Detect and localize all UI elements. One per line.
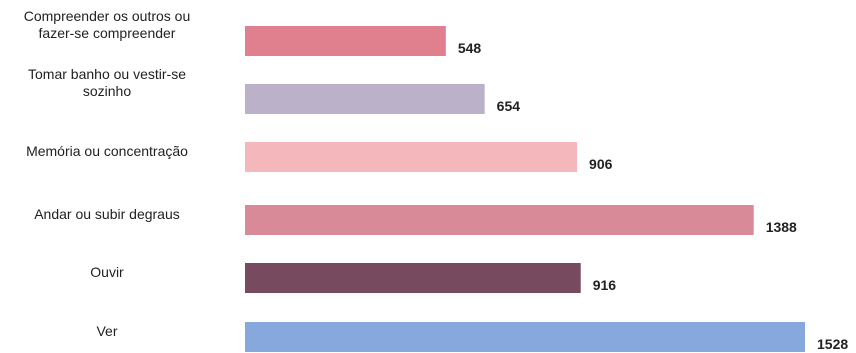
- category-label-line: Tomar banho ou vestir-se: [28, 66, 186, 82]
- category-label-line: Compreender os outros ou: [24, 8, 191, 24]
- category-label-3: Andar ou subir degraus: [34, 206, 180, 222]
- category-label-line: Memória ou concentração: [26, 143, 188, 159]
- value-label-1: 654: [497, 98, 521, 114]
- category-label-line: Andar ou subir degraus: [34, 206, 180, 222]
- value-label-3: 1388: [766, 219, 797, 235]
- bar-5: [245, 322, 805, 352]
- category-label-4: Ouvir: [90, 264, 124, 280]
- category-label-line: fazer-se compreender: [39, 25, 176, 41]
- value-label-5: 1528: [817, 336, 848, 352]
- bar-4: [245, 263, 581, 293]
- category-label-5: Ver: [96, 323, 117, 339]
- category-label-0: Compreender os outros ou fazer-se compree…: [24, 8, 191, 41]
- category-label-line: Ver: [96, 323, 117, 339]
- value-label-4: 916: [593, 277, 617, 293]
- bar-1: [245, 84, 485, 114]
- value-label-0: 548: [458, 40, 482, 56]
- bar-0: [245, 26, 446, 56]
- category-label-line: sozinho: [83, 83, 131, 99]
- bar-3: [245, 205, 754, 235]
- category-label-line: Ouvir: [90, 264, 124, 280]
- bar-2: [245, 142, 578, 172]
- value-label-2: 906: [589, 156, 613, 172]
- category-label-2: Memória ou concentração: [26, 143, 188, 159]
- category-label-1: Tomar banho ou vestir-se sozinho: [28, 66, 186, 99]
